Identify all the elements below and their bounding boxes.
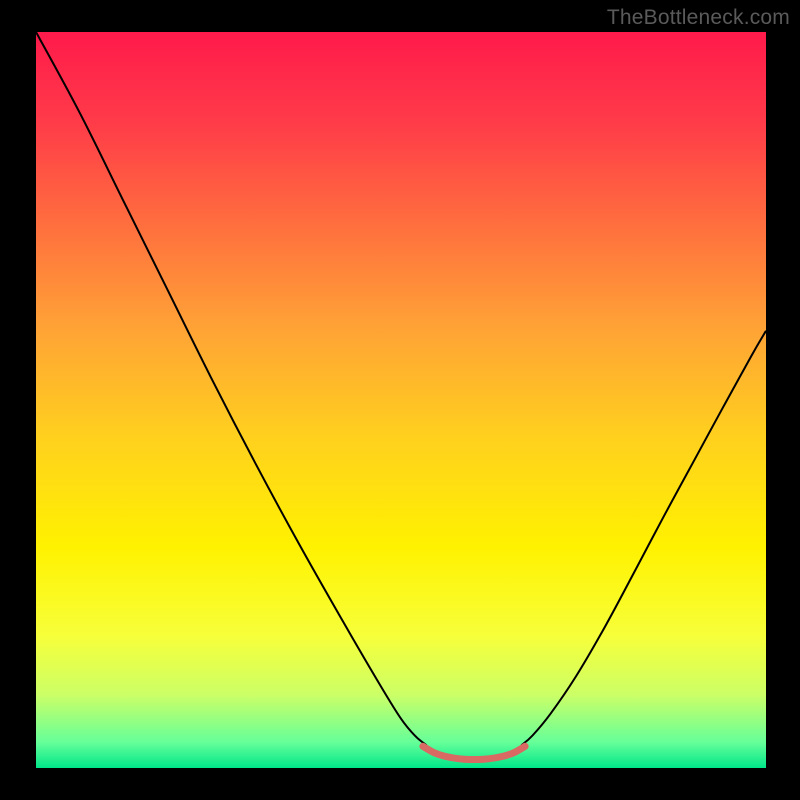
watermark-text: TheBottleneck.com [607, 6, 790, 30]
chart-container: TheBottleneck.com [0, 0, 800, 800]
chart-svg [0, 0, 800, 800]
plot-background [36, 32, 766, 768]
